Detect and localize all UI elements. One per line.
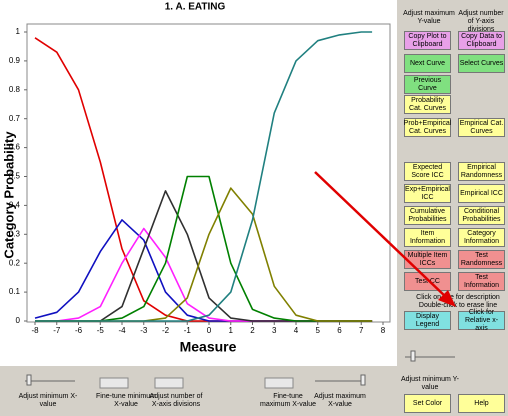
x-tick-label: -1: [184, 326, 192, 335]
button[interactable]: Category Information: [458, 228, 505, 247]
slider-label: Adjust maximum Y-value: [403, 10, 455, 25]
button[interactable]: Multiple Item ICCs: [404, 250, 451, 269]
x-tick-label: -5: [97, 326, 105, 335]
bottom-sliders: [25, 350, 455, 389]
y-tick-label: 0.4: [9, 201, 21, 210]
button[interactable]: Help: [458, 394, 505, 413]
y-axis-label: Category Probability: [1, 131, 16, 259]
slider-label: Fine-tune minimum X-value: [96, 393, 156, 408]
hint-text: Click on line for description Double-cli…: [416, 294, 500, 309]
button[interactable]: Expected Score ICC: [404, 162, 451, 181]
button[interactable]: Test Information: [458, 272, 505, 291]
button[interactable]: Exp+Empirical ICC: [404, 184, 451, 203]
slider-thumb[interactable]: [26, 374, 32, 386]
x-axis-label: Measure: [180, 339, 237, 355]
button[interactable]: Display Legend: [404, 311, 451, 330]
x-tick-label: -8: [31, 326, 39, 335]
button[interactable]: Test CC: [404, 272, 451, 291]
button[interactable]: Conditional Probabilities: [458, 206, 505, 225]
slider-label: Adjust minimum Y-value: [401, 376, 459, 391]
button[interactable]: Copy Plot to Clipboard: [404, 31, 451, 50]
spin-buttons[interactable]: [154, 377, 184, 389]
button[interactable]: Test Randomness: [458, 250, 505, 269]
x-tick-label: 6: [337, 326, 342, 335]
x-tick-label: -4: [118, 326, 126, 335]
button[interactable]: Empirical Cat. Curves: [458, 118, 505, 137]
y-tick-label: 0.2: [9, 258, 21, 267]
x-tick-label: -2: [162, 326, 170, 335]
button[interactable]: Probability Cat. Curves: [404, 95, 451, 114]
x-tick-label: -3: [140, 326, 148, 335]
chart-title: 1. A. EATING: [165, 2, 226, 13]
x-tick-label: -6: [75, 326, 83, 335]
x-tick-label: 4: [294, 326, 299, 335]
x-tick-label: 7: [359, 326, 364, 335]
y-tick-label: 0.6: [9, 143, 21, 152]
y-tick-label: 0.9: [9, 56, 21, 65]
button[interactable]: Copy Data to Clipboard: [458, 31, 505, 50]
y-tick-label: 0.3: [9, 229, 21, 238]
button[interactable]: Click for Relative x-axis: [458, 309, 505, 332]
y-tick-label: 0: [16, 316, 21, 325]
slider-label: Adjust minimum X-value: [18, 393, 78, 408]
y-tick-label: 0.7: [9, 114, 21, 123]
slider-label: Fine-tune maximum X-value: [259, 393, 316, 408]
button[interactable]: Prob+Empirical Cat. Curves: [404, 118, 451, 137]
spin-buttons[interactable]: [264, 377, 294, 389]
x-tick-label: 0: [207, 326, 212, 335]
x-tick-label: 3: [272, 326, 277, 335]
spin-buttons[interactable]: [99, 377, 129, 389]
slider-thumb[interactable]: [410, 350, 416, 362]
button[interactable]: Empirical ICC: [458, 184, 505, 203]
button[interactable]: Previous Curve: [404, 75, 451, 94]
button[interactable]: Select Curves: [458, 54, 505, 73]
button[interactable]: Set Color: [404, 394, 451, 413]
y-tick-label: 0.1: [9, 287, 21, 296]
button[interactable]: Item Information: [404, 228, 451, 247]
slider-label: Adjust number of X-axis divisions: [149, 393, 203, 408]
x-tick-label: -7: [53, 326, 61, 335]
button[interactable]: Next Curve: [404, 54, 451, 73]
slider-label: Adjust maximum X-value: [314, 393, 366, 408]
curve: [35, 31, 373, 322]
y-tick-label: 1: [16, 27, 21, 36]
y-tick-label: 0.5: [9, 172, 21, 181]
slider-label: Adjust number of Y-axis divisions: [458, 10, 504, 33]
slider-thumb[interactable]: [360, 374, 366, 386]
x-tick-label: 5: [316, 326, 321, 335]
x-tick-label: 8: [381, 326, 386, 335]
y-tick-label: 0.8: [9, 85, 21, 94]
x-tick-label: 2: [250, 326, 255, 335]
button[interactable]: Empirical Randomness: [458, 162, 505, 181]
x-tick-label: 1: [229, 326, 234, 335]
button[interactable]: Cumulative Probabilities: [404, 206, 451, 225]
